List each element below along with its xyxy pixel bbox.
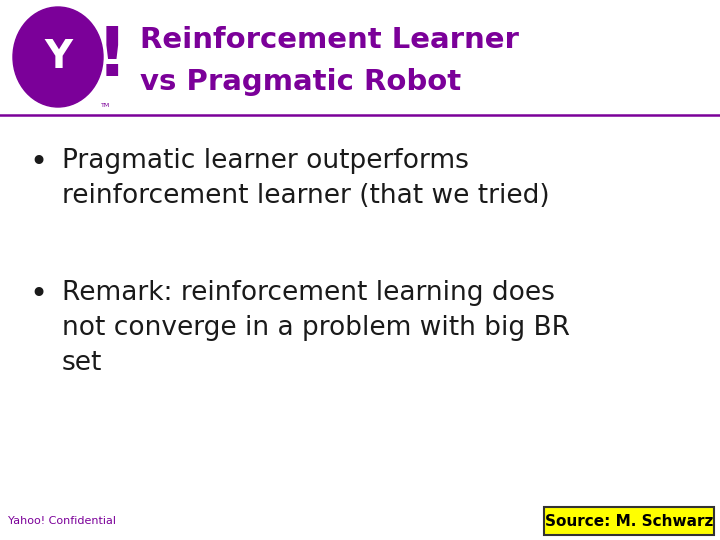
Text: TM: TM [101,103,110,108]
Text: Y: Y [44,38,72,76]
Text: Pragmatic learner outperforms
reinforcement learner (that we tried): Pragmatic learner outperforms reinforcem… [62,148,549,209]
Text: •: • [29,280,47,309]
Ellipse shape [13,7,103,107]
Text: !: ! [96,24,127,90]
Text: vs Pragmatic Robot: vs Pragmatic Robot [140,68,461,96]
Text: Source: M. Schwarz: Source: M. Schwarz [545,514,714,529]
FancyBboxPatch shape [544,507,714,535]
Text: Reinforcement Learner: Reinforcement Learner [140,26,519,54]
Text: Remark: reinforcement learning does
not converge in a problem with big BR
set: Remark: reinforcement learning does not … [62,280,570,376]
Text: Yahoo! Confidential: Yahoo! Confidential [8,516,116,526]
Text: •: • [29,148,47,177]
